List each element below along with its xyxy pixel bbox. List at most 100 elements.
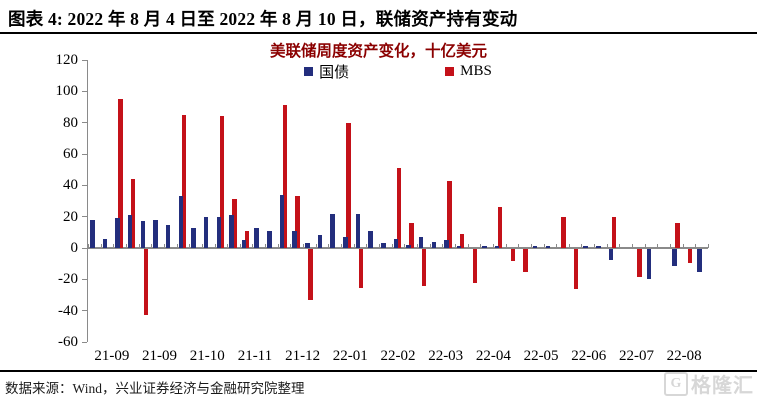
mbs-bar	[219, 116, 225, 248]
x-axis-month-label: 22-02	[380, 348, 416, 364]
y-axis-tick	[81, 184, 87, 186]
y-axis-tick-label: 20	[63, 208, 78, 225]
treasury-bar	[697, 248, 702, 273]
x-axis-tick	[581, 243, 583, 248]
x-axis-tick	[708, 243, 709, 248]
y-axis-tick	[81, 310, 87, 312]
x-axis-month-label: 22-05	[523, 348, 559, 364]
mbs-bar	[143, 248, 149, 315]
x-axis-month-label: 21-09	[94, 348, 130, 364]
x-axis-tick	[189, 243, 191, 248]
x-axis-tick	[201, 243, 203, 248]
treasury-bar	[406, 244, 411, 248]
x-axis-tick	[366, 243, 368, 248]
treasury-bar	[330, 213, 335, 248]
header-rule	[0, 32, 757, 35]
legend-label-mbs: MBS	[460, 63, 492, 79]
treasury-bar	[343, 237, 348, 248]
mbs-bar	[346, 122, 351, 248]
y-axis-tick	[81, 153, 87, 155]
treasury-bar	[178, 196, 184, 248]
watermark-text: 格隆汇	[691, 375, 754, 397]
x-axis-tick	[138, 243, 140, 248]
mbs-bar	[459, 233, 465, 248]
treasury-bar	[267, 230, 272, 248]
x-axis-month-label: 21-11	[237, 348, 273, 364]
x-axis-tick	[88, 243, 89, 248]
y-axis-tick-label: 60	[63, 146, 78, 162]
x-axis-tick	[518, 243, 520, 248]
x-axis-tick	[353, 243, 355, 248]
x-axis-tick	[379, 243, 381, 248]
mbs-bar	[421, 248, 427, 287]
x-axis-tick	[480, 243, 482, 248]
x-axis-tick	[619, 243, 621, 248]
y-axis-tick	[81, 341, 87, 343]
chart-title: 美联储周度资产变化，十亿美元	[269, 43, 487, 60]
mbs-bar	[637, 248, 642, 277]
mbs-bar	[611, 216, 617, 248]
legend-label-treasury: 国债	[319, 65, 350, 81]
treasury-bar	[368, 230, 373, 248]
y-axis-tick	[81, 90, 87, 92]
x-axis-tick	[290, 243, 292, 248]
x-axis-tick	[454, 243, 456, 248]
y-axis-line	[86, 60, 88, 342]
mbs-bar	[510, 248, 516, 262]
treasury-bar	[140, 221, 146, 248]
x-axis-tick	[505, 243, 507, 248]
y-axis-tick-label: 40	[63, 177, 78, 194]
treasury-bar	[355, 213, 361, 248]
y-axis-tick	[81, 59, 87, 61]
mbs-bar	[687, 248, 693, 263]
x-axis-tick	[163, 243, 165, 248]
x-axis-month-label: 22-06	[571, 348, 607, 364]
treasury-bar	[102, 238, 108, 248]
y-axis-tick-label: 0	[70, 240, 79, 256]
mbs-bar	[523, 248, 528, 273]
legend-item-mbs: MBS	[445, 61, 492, 82]
x-axis-tick	[100, 243, 102, 248]
x-axis-tick	[492, 243, 494, 248]
treasury-bar	[165, 224, 171, 248]
x-axis-tick	[227, 243, 229, 248]
footer-rule	[0, 370, 757, 372]
x-axis-tick	[391, 243, 393, 248]
x-axis-tick	[214, 243, 216, 248]
mbs-bar	[447, 180, 452, 248]
y-axis-tick	[81, 247, 87, 249]
x-axis-tick	[632, 243, 634, 248]
treasury-bar	[646, 248, 652, 279]
treasury-bar	[381, 243, 386, 248]
y-axis-tick-label: 120	[55, 52, 79, 68]
mbs-bar	[181, 114, 187, 248]
x-axis-month-label: 21-09	[142, 348, 178, 364]
treasury-bar	[153, 219, 158, 248]
treasury-bar	[127, 215, 133, 248]
x-axis-tick	[252, 243, 254, 248]
treasury-bar	[482, 246, 487, 248]
y-axis-tick	[81, 216, 87, 218]
mbs-bar	[561, 216, 566, 248]
x-axis-tick	[125, 243, 127, 248]
x-axis-tick	[176, 243, 178, 248]
x-axis-tick	[467, 243, 469, 248]
mbs-bar	[675, 222, 680, 248]
x-axis-tick	[606, 243, 608, 248]
mbs-bar	[130, 179, 136, 248]
data-source-note: 数据来源：Wind，兴业证券经济与金融研究院整理	[5, 381, 305, 396]
mbs-bar	[358, 248, 364, 288]
mbs-bar	[497, 207, 503, 248]
x-axis-month-label: 22-03	[428, 348, 464, 364]
treasury-bar	[532, 246, 538, 248]
x-axis-tick	[416, 243, 418, 248]
treasury-bar	[444, 240, 449, 248]
y-axis-tick	[81, 122, 87, 124]
x-axis-tick	[341, 243, 343, 248]
x-axis-tick	[670, 243, 672, 248]
x-axis-month-label: 22-07	[618, 348, 654, 364]
x-axis-tick	[568, 243, 570, 248]
x-axis-tick	[543, 243, 545, 248]
treasury-bar	[456, 246, 462, 248]
